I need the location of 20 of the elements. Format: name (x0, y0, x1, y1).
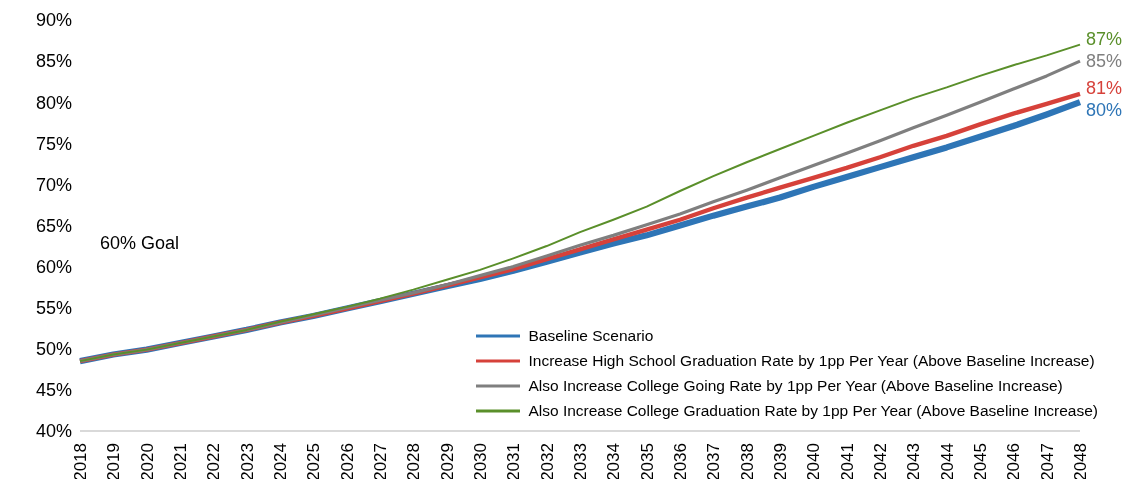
y-tick-label: 40% (35, 421, 72, 442)
y-tick-label: 85% (35, 51, 72, 72)
y-tick-label: 60% (35, 256, 72, 277)
y-tick-label: 80% (35, 92, 72, 113)
data-label: 81% (1086, 77, 1123, 98)
legend-label: Also Increase College Going Rate by 1pp Per Year (Above Baseline Increase) (528, 376, 1063, 396)
y-tick-label: 90% (35, 10, 72, 31)
data-label: 85% (1086, 50, 1123, 71)
y-tick-label: 70% (35, 174, 72, 195)
legend-label: Baseline Scenario (528, 326, 654, 346)
y-tick-label: 45% (35, 380, 72, 401)
y-tick-label: 65% (35, 215, 72, 236)
y-tick-label: 75% (35, 133, 72, 154)
annotation: 60% Goal (100, 233, 180, 254)
y-tick-label: 50% (35, 339, 72, 360)
data-label: 80% (1086, 99, 1123, 120)
data-label: 87% (1086, 28, 1123, 49)
y-tick-label: 55% (35, 298, 72, 319)
legend-label: Increase High School Graduation Rate by 1pp Per Year (Above Baseline Increase) (528, 351, 1095, 371)
legend-label: Also Increase College Graduation Rate by 1pp Per Year (Above Baseline Increase) (528, 401, 1098, 421)
